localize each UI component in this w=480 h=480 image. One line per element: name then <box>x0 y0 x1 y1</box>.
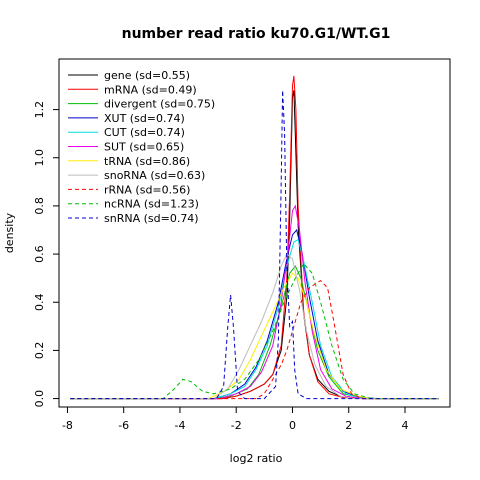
x-axis-label: log2 ratio <box>230 452 283 465</box>
series-line-1 <box>70 75 439 400</box>
legend-label: snRNA (sd=0.74) <box>104 212 199 225</box>
y-tick-label: 0.6 <box>33 245 46 263</box>
series-line-8 <box>70 279 439 400</box>
x-tick-label: -6 <box>118 419 129 432</box>
legend-label: ncRNA (sd=1.23) <box>104 198 199 211</box>
y-tick-label: 0.0 <box>33 390 46 408</box>
y-tick-label: 0.4 <box>33 293 46 311</box>
series-line-5 <box>70 204 439 400</box>
x-tick-label: 4 <box>401 419 408 432</box>
y-tick-label: 1.0 <box>33 149 46 167</box>
y-axis: 0.0 0.2 0.4 0.6 0.8 1.0 1.2 <box>33 101 59 407</box>
series-line-7 <box>70 253 439 400</box>
legend-label: CUT (sd=0.74) <box>104 126 185 139</box>
series-line-2 <box>70 265 439 400</box>
series-line-9 <box>70 262 439 400</box>
legend-label: rRNA (sd=0.56) <box>104 183 190 196</box>
legend-label: snoRNA (sd=0.63) <box>104 169 205 182</box>
series-layer <box>70 75 439 400</box>
x-axis: -8 -6 -4 -2 0 2 4 <box>62 406 408 432</box>
x-tick-label: 0 <box>289 419 296 432</box>
x-tick-label: -2 <box>231 419 242 432</box>
legend-label: tRNA (sd=0.86) <box>104 155 190 168</box>
legend-label: SUT (sd=0.65) <box>104 141 184 154</box>
x-tick-label: 2 <box>345 419 352 432</box>
legend-label: XUT (sd=0.74) <box>104 112 185 125</box>
series-line-6 <box>70 272 439 400</box>
series-line-10 <box>70 90 439 400</box>
series-line-4 <box>70 238 439 400</box>
y-tick-label: 0.8 <box>33 197 46 215</box>
x-tick-label: -4 <box>174 419 185 432</box>
chart-title: number read ratio ku70.G1/WT.G1 <box>122 26 391 42</box>
series-line-3 <box>70 228 439 400</box>
legend-label: gene (sd=0.55) <box>104 69 190 82</box>
x-tick-label: -8 <box>62 419 73 432</box>
legend-label: divergent (sd=0.75) <box>104 98 215 111</box>
legend-label: mRNA (sd=0.49) <box>104 83 197 96</box>
y-axis-label: density <box>3 212 16 253</box>
y-tick-label: 1.2 <box>33 101 46 119</box>
y-tick-label: 0.2 <box>33 342 46 360</box>
legend: gene (sd=0.55)mRNA (sd=0.49) divergent (s… <box>68 69 215 225</box>
